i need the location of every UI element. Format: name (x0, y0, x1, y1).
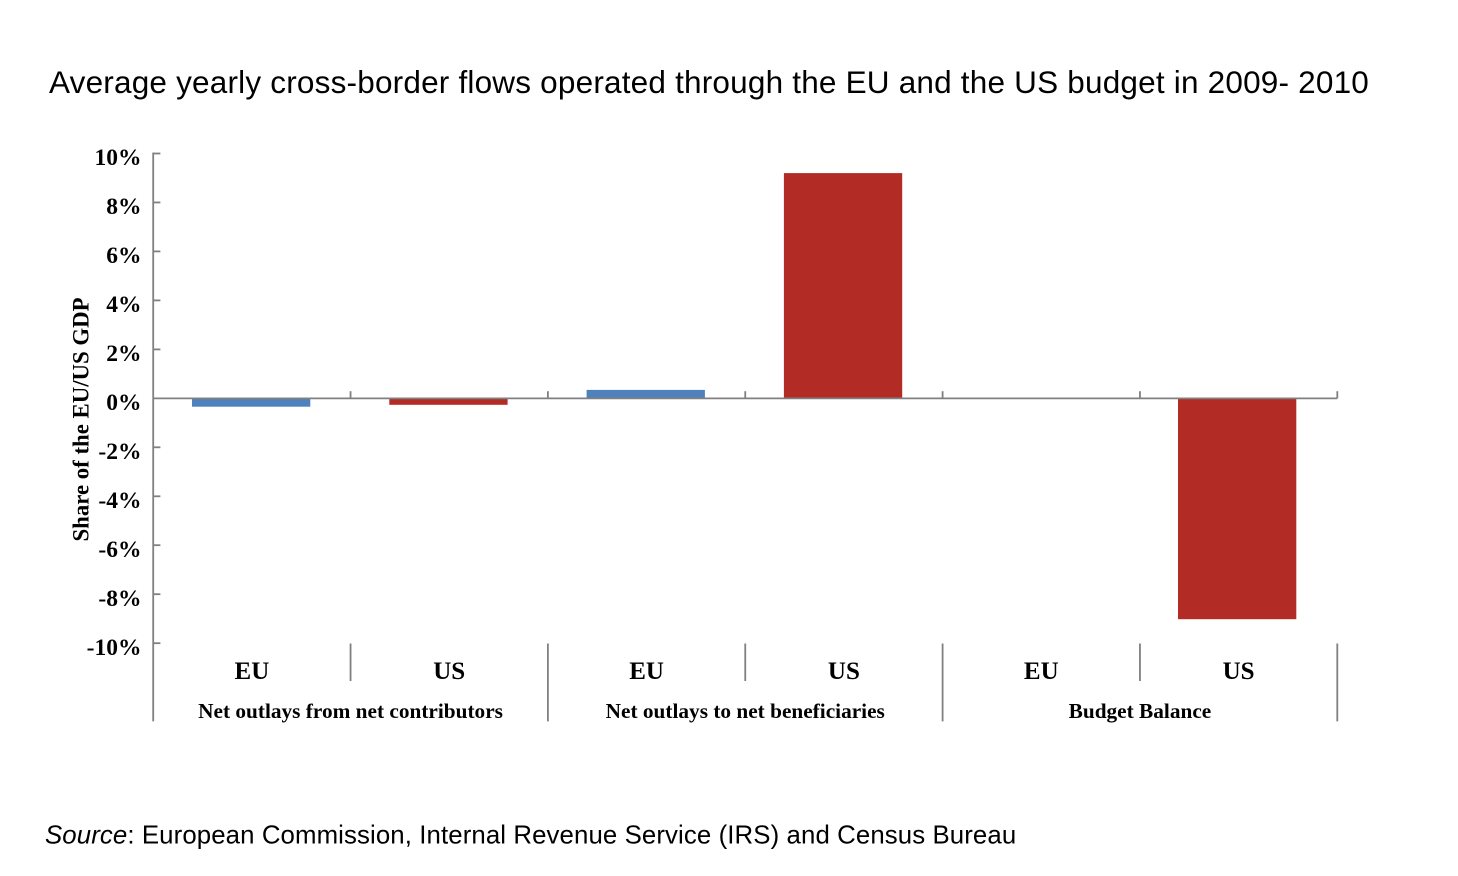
svg-text:EU: EU (1024, 658, 1059, 685)
svg-text:Average yearly cross-border fl: Average yearly cross-border flows operat… (49, 64, 1369, 100)
svg-text:US: US (1223, 658, 1255, 685)
svg-text:0%: 0% (106, 390, 141, 416)
svg-text:Budget Balance: Budget Balance (1069, 699, 1212, 723)
svg-text:Share of the EU/US GDP: Share of the EU/US GDP (69, 297, 94, 541)
svg-text:6%: 6% (106, 243, 141, 269)
svg-text:-8%: -8% (98, 586, 141, 612)
svg-text:-4%: -4% (98, 488, 141, 514)
svg-text:-6%: -6% (98, 537, 141, 563)
svg-text:US: US (433, 658, 465, 685)
svg-text:Net outlays to net beneficiari: Net outlays to net beneficiaries (606, 699, 885, 723)
svg-text:-2%: -2% (98, 439, 141, 465)
svg-text:2%: 2% (106, 341, 141, 367)
svg-text:Net outlays from net contribut: Net outlays from net contributors (198, 699, 503, 723)
svg-text:EU: EU (235, 658, 270, 685)
svg-text:EU: EU (629, 658, 664, 685)
svg-text:-10%: -10% (87, 635, 142, 661)
svg-text:8%: 8% (106, 194, 141, 220)
svg-text:4%: 4% (106, 292, 141, 318)
svg-text:Source: European Commission, I: Source: European Commission, Internal Re… (45, 821, 1016, 849)
svg-text:10%: 10% (95, 145, 142, 171)
svg-text:US: US (828, 658, 860, 685)
